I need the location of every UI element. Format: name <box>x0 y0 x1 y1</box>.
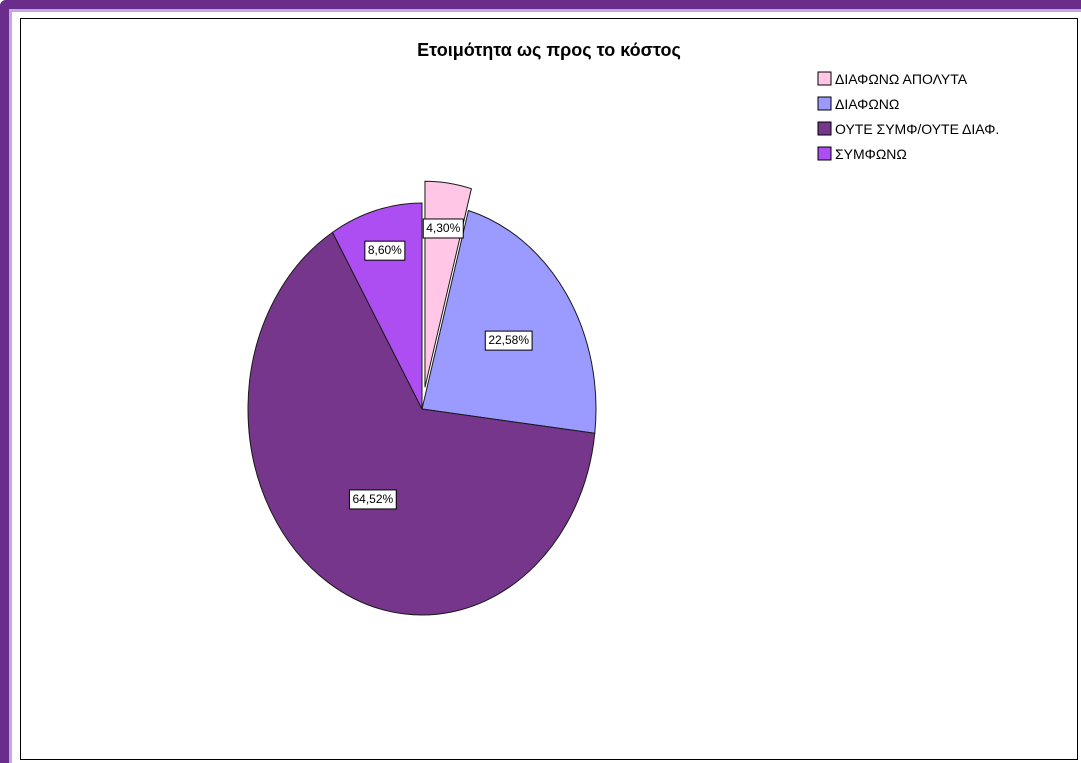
data-label-box-3 <box>348 489 397 510</box>
data-label-1: 4,30% <box>426 221 460 235</box>
legend: ΔΙΑΦΩΝΩ ΑΠΟΛΥΤΑ ΔΙΑΦΩΝΩ ΟΥΤΕ ΣΥΜΦ/ΟΥΤΕ ΔΙΑ… <box>817 71 999 162</box>
data-label-box-2 <box>484 330 533 351</box>
pie-slices <box>247 180 597 616</box>
legend-label-1: ΔΙΑΦΩΝΩ ΑΠΟΛΥΤΑ <box>835 71 968 87</box>
window-frame-inner <box>9 9 1081 763</box>
legend-label-2: ΔΙΑΦΩΝΩ <box>835 96 899 112</box>
legend-label-4: ΣΥΜΦΩΝΩ <box>835 146 907 162</box>
legend-label-3: ΟΥΤΕ ΣΥΜΦ/ΟΥΤΕ ΔΙΑΦ. <box>835 121 999 137</box>
data-label-3: 64,52% <box>352 492 393 506</box>
data-label-box-4 <box>364 240 406 261</box>
legend-swatch-4 <box>817 146 832 161</box>
slice-2 <box>421 209 597 434</box>
legend-swatch-2 <box>817 96 832 111</box>
data-label-box-1 <box>422 218 464 239</box>
pie-data-labels: 4,30% 22,58% 64,52% 8,60% <box>348 218 533 510</box>
slice-3 <box>247 231 596 616</box>
legend-swatch-3 <box>817 121 832 136</box>
data-label-4: 8,60% <box>368 243 402 257</box>
legend-swatch-1 <box>817 71 832 86</box>
chart-title: Ετοιμότητα ως προς το κόστος <box>417 40 681 60</box>
data-label-2: 22,58% <box>488 333 529 347</box>
